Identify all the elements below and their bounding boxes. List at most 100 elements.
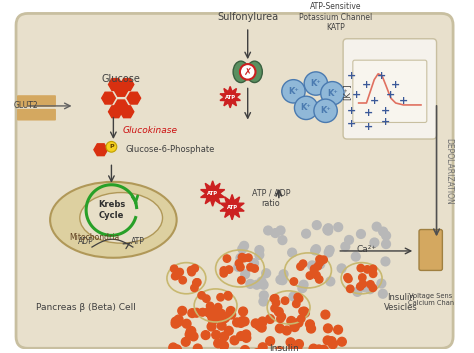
Circle shape (238, 245, 246, 253)
Circle shape (321, 82, 344, 105)
Text: ATP: ATP (225, 95, 236, 100)
Circle shape (255, 321, 264, 330)
Text: Insulin: Insulin (269, 344, 299, 353)
Circle shape (262, 269, 271, 277)
Circle shape (209, 311, 217, 318)
Circle shape (288, 346, 297, 353)
Circle shape (316, 259, 324, 266)
Circle shape (251, 265, 258, 272)
Circle shape (323, 225, 332, 234)
Circle shape (192, 309, 201, 317)
Text: ATP / ADP
ratio: ATP / ADP ratio (252, 189, 290, 208)
Circle shape (294, 293, 301, 301)
Circle shape (188, 309, 197, 317)
Circle shape (295, 295, 303, 302)
Circle shape (319, 345, 328, 353)
Circle shape (326, 277, 335, 286)
Circle shape (173, 272, 180, 279)
Text: P: P (109, 144, 114, 149)
Circle shape (323, 336, 332, 345)
Circle shape (293, 346, 302, 353)
Circle shape (295, 340, 303, 348)
Circle shape (214, 304, 222, 311)
Text: K⁺: K⁺ (327, 89, 338, 98)
Circle shape (370, 238, 379, 247)
Circle shape (321, 310, 330, 319)
Circle shape (369, 284, 376, 292)
Circle shape (225, 293, 232, 300)
Circle shape (306, 272, 314, 279)
Circle shape (251, 319, 260, 328)
Circle shape (220, 332, 228, 341)
Circle shape (378, 289, 387, 298)
Circle shape (191, 284, 198, 292)
Circle shape (182, 319, 191, 328)
Circle shape (176, 268, 183, 276)
Circle shape (290, 278, 298, 285)
Text: Glucokinase: Glucokinase (123, 126, 178, 135)
Circle shape (292, 300, 300, 307)
Text: +: + (386, 90, 395, 100)
Circle shape (271, 229, 280, 238)
Circle shape (217, 294, 224, 301)
Circle shape (377, 279, 386, 288)
Circle shape (382, 240, 391, 249)
Circle shape (193, 344, 202, 353)
Text: Glucose-6-Phosphate: Glucose-6-Phosphate (125, 145, 215, 154)
Circle shape (186, 327, 195, 336)
Circle shape (282, 80, 305, 103)
Circle shape (356, 283, 364, 290)
Circle shape (259, 291, 268, 300)
Circle shape (209, 316, 217, 325)
Circle shape (211, 307, 220, 316)
Text: DEPOLARIZATION: DEPOLARIZATION (444, 138, 453, 204)
Circle shape (201, 331, 210, 340)
Circle shape (189, 332, 198, 341)
FancyBboxPatch shape (17, 109, 56, 120)
Circle shape (276, 275, 285, 284)
Circle shape (182, 337, 190, 346)
Circle shape (312, 221, 321, 229)
FancyBboxPatch shape (17, 95, 56, 107)
Circle shape (310, 265, 318, 273)
Circle shape (353, 287, 362, 296)
Circle shape (227, 306, 235, 315)
Polygon shape (201, 181, 225, 206)
Text: K⁺: K⁺ (288, 87, 299, 96)
Circle shape (237, 276, 245, 284)
Circle shape (230, 336, 239, 345)
Circle shape (270, 295, 278, 302)
Circle shape (315, 345, 323, 353)
Circle shape (307, 324, 316, 333)
Circle shape (275, 324, 284, 333)
Circle shape (299, 307, 306, 315)
Circle shape (206, 302, 214, 310)
Circle shape (345, 275, 352, 283)
Circle shape (178, 306, 187, 315)
Circle shape (257, 277, 266, 286)
Circle shape (357, 264, 365, 272)
Circle shape (275, 347, 284, 353)
Circle shape (327, 337, 336, 346)
Circle shape (240, 241, 248, 250)
Circle shape (173, 318, 182, 327)
Circle shape (253, 349, 262, 353)
Circle shape (246, 280, 255, 288)
Circle shape (208, 312, 217, 321)
Circle shape (278, 236, 287, 245)
Circle shape (217, 309, 226, 318)
Circle shape (191, 265, 199, 272)
Circle shape (324, 248, 333, 257)
Text: ATP: ATP (207, 191, 218, 196)
Text: +: + (364, 108, 373, 118)
Circle shape (365, 285, 374, 294)
Circle shape (316, 260, 325, 269)
Circle shape (302, 229, 310, 238)
Circle shape (239, 307, 247, 316)
Text: Mitochondria: Mitochondria (69, 233, 119, 242)
Text: +: + (362, 80, 371, 90)
Ellipse shape (247, 61, 262, 83)
Circle shape (194, 279, 201, 286)
Circle shape (291, 323, 299, 331)
Text: +: + (352, 90, 361, 100)
